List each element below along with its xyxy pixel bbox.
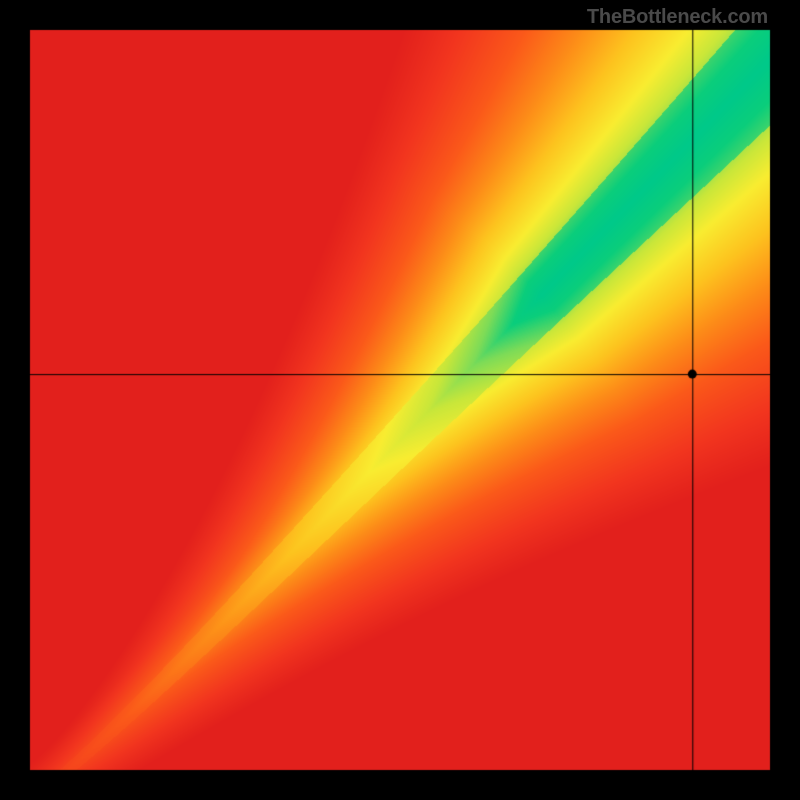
chart-container: TheBottleneck.com [0, 0, 800, 800]
watermark-text: TheBottleneck.com [587, 6, 768, 29]
bottleneck-heatmap [0, 0, 800, 800]
